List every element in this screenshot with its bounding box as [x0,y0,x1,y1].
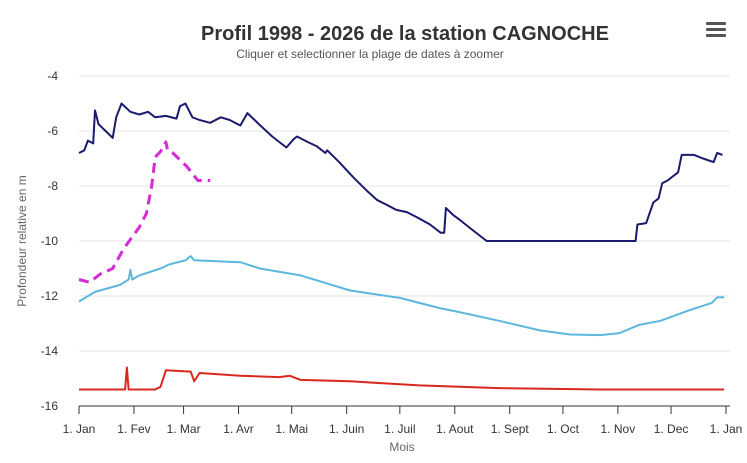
x-tick-label: 1. Avr [223,422,253,436]
hamburger-icon-bar [706,34,726,37]
chart-title: Profil 1998 - 2026 de la station CAGNOCH… [201,23,609,45]
x-tick-label: 1. Aout [436,422,474,436]
series-line-1[interactable] [78,102,723,242]
x-tick-label: 1. Dec [654,422,689,436]
x-tick-label: 1. Fev [117,422,150,436]
x-tick-label: 1. Jan [63,422,96,436]
y-tick-label: -10 [41,234,59,248]
y-tick-label: -12 [41,289,59,303]
y-tick-label: -4 [47,69,58,83]
x-tick-label: 1. Nov [601,422,636,436]
x-tick-label: 1. Jan [710,422,743,436]
x-tick-label: 1. Juil [384,422,415,436]
series-line-4[interactable] [79,366,725,391]
x-tick-label: 1. Mai [275,422,308,436]
x-tick-label: 1. Juin [329,422,364,436]
y-tick-label: -16 [41,399,59,413]
x-tick-label: 1. Oct [547,422,580,436]
hamburger-menu-button[interactable] [706,22,726,40]
hamburger-icon-bar [706,22,726,25]
x-axis-title: Mois [389,440,414,454]
x-tick-label: 1. Sept [491,422,530,436]
x-tick-label: 1. Mar [167,422,201,436]
y-tick-label: -6 [47,124,58,138]
hamburger-icon-bar [706,28,726,31]
y-axis-title: Profondeur relative en m [15,175,29,306]
chart-subtitle: Cliquer et selectionner la plage de date… [236,47,504,61]
series-line-3[interactable] [78,255,725,337]
y-tick-label: -14 [41,344,59,358]
y-tick-label: -8 [47,179,58,193]
series-line-2[interactable] [78,140,211,284]
